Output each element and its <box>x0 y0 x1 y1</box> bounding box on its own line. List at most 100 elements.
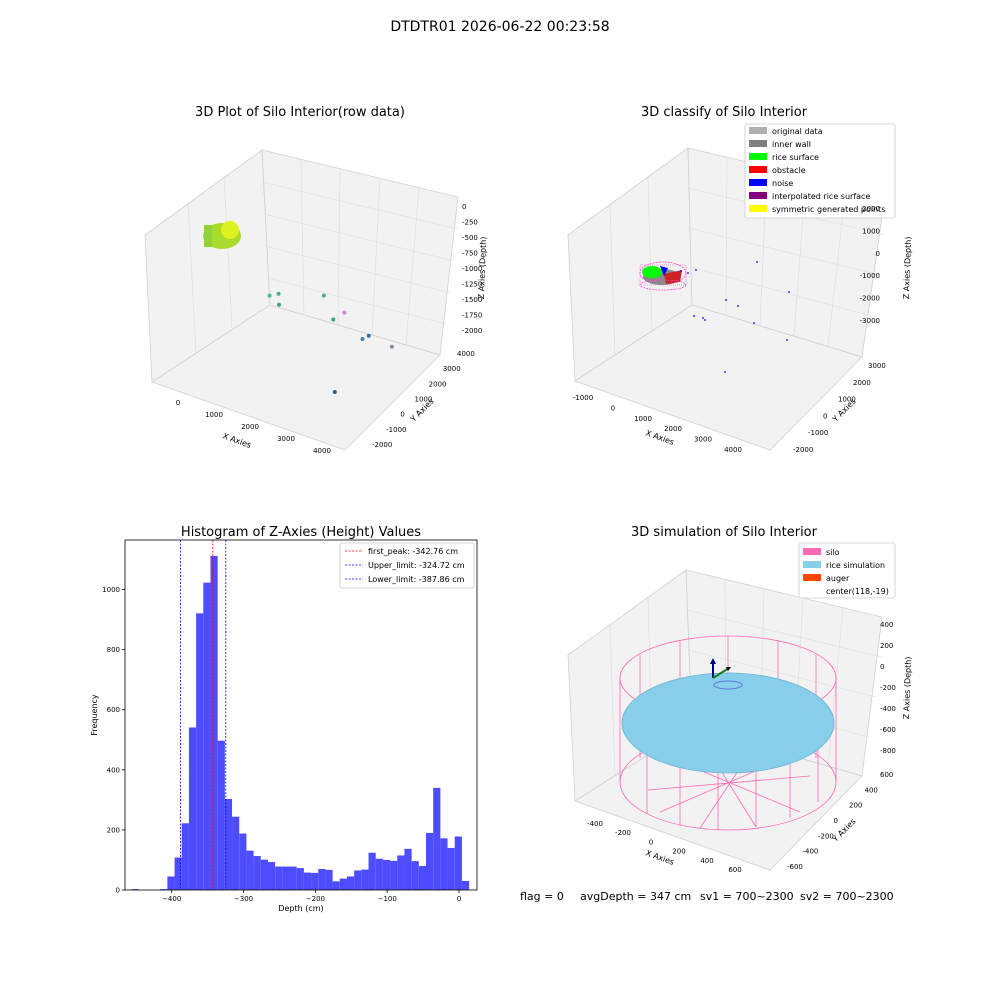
footer-status: flag = 0 avgDepth = 347 cm sv1 = 700~230… <box>520 890 894 903</box>
histogram-y-tick-label: 400 <box>107 766 120 774</box>
classify-legend-label: noise <box>772 179 793 188</box>
raw-z-tick-label: -1000 <box>462 265 482 273</box>
classify-noise-point <box>687 272 689 274</box>
legend-label-upper-limit: Upper_limit: -324.72 cm <box>368 561 465 570</box>
raw-grid-lines <box>187 159 459 355</box>
raw-floor-pane <box>151 304 441 451</box>
histogram-bar <box>418 865 426 890</box>
raw-y-tick-label: -2000 <box>372 441 392 449</box>
raw-x-tick-label: 3000 <box>277 435 295 443</box>
raw-y-ticks: -2000 -1000 0 1000 2000 3000 4000 <box>372 350 475 449</box>
histogram-x-ticks: −400 −300 −200 −100 0 <box>162 890 461 903</box>
histogram-bar <box>282 866 290 890</box>
histogram-bar <box>246 850 254 890</box>
simulation-y-tick-label: 200 <box>849 802 862 810</box>
simulation-y-tick-label: 0 <box>834 817 838 825</box>
classify-y-tick-label: 1000 <box>838 396 856 404</box>
legend-swatch-silo <box>803 548 821 555</box>
classify-noise-point <box>693 315 695 317</box>
histogram-legend-box <box>339 542 475 589</box>
classify-legend-label: interpolated rice surface <box>772 192 870 201</box>
histogram-x-tick-label: −400 <box>162 895 181 903</box>
classify-legend-swatch <box>749 192 767 199</box>
classify-legend-swatch <box>749 140 767 147</box>
classify-legend-label: symmetric generated points <box>772 205 885 214</box>
raw-y-tick-label: -1000 <box>386 426 406 434</box>
footer-flag: flag = 0 <box>520 890 564 903</box>
histogram-bar <box>232 816 240 890</box>
classify-x-tick-label: -1000 <box>573 394 593 402</box>
classify-legend-label: inner wall <box>772 140 811 149</box>
raw-data-point <box>389 344 394 349</box>
classify-y-tick-label: 3000 <box>868 362 886 370</box>
raw-plot-title: 3D Plot of Silo Interior(row data) <box>195 105 405 120</box>
histogram-bar <box>260 859 268 890</box>
raw-cluster-edge <box>204 225 212 247</box>
raw-z-tick-label: 0 <box>462 203 466 211</box>
classify-x-tick-label: 0 <box>611 404 615 412</box>
classify-x-tick-label: 3000 <box>694 436 712 444</box>
simulation-y-tick-label: -600 <box>787 863 803 871</box>
histogram-bar <box>275 866 283 890</box>
histogram-bar <box>217 740 225 890</box>
legend-label-first-peak: first_peak: -342.76 cm <box>368 547 458 556</box>
simulation-z-tick-label: -800 <box>880 747 896 755</box>
raw-x-tick-label: 4000 <box>313 447 331 455</box>
legend-swatch-rice-simulation <box>803 561 821 568</box>
classify-x-tick-label: 1000 <box>634 415 652 423</box>
classify-y-tick-label: 0 <box>823 412 827 420</box>
histogram-bar <box>339 878 347 890</box>
auger <box>710 658 743 690</box>
raw-data-point <box>342 310 347 315</box>
classify-y-tick-label: -1000 <box>808 429 828 437</box>
raw-z-ticks: 0 -250 -500 -750 -1000 -1250 -1500 -1750 -2000 <box>462 203 482 335</box>
raw-3d-box <box>144 149 459 451</box>
simulation-z-tick-label: -400 <box>880 705 896 713</box>
raw-x-ticks: 0 1000 2000 3000 4000 <box>176 399 331 455</box>
raw-data-point <box>321 293 326 298</box>
raw-y-tick-label: 4000 <box>457 350 475 358</box>
panel-simulation-3d: 3D simulation of Silo Interior <box>567 525 913 874</box>
auger-arm <box>712 667 730 679</box>
classify-legend-swatch <box>749 205 767 212</box>
classify-legend-label: rice surface <box>772 153 819 162</box>
histogram-bar <box>440 838 448 890</box>
histogram-y-label: Frequency <box>90 694 99 736</box>
histogram-bar <box>239 833 247 890</box>
classify-x-ticks: -1000 0 1000 2000 3000 4000 <box>573 394 742 454</box>
histogram-bar <box>354 870 362 890</box>
classify-noise-point <box>695 269 697 271</box>
histogram-x-label: Depth (cm) <box>278 904 323 913</box>
histogram-bar <box>160 889 168 890</box>
raw-x-tick-label: 1000 <box>205 411 223 419</box>
panel-raw-3d: 3D Plot of Silo Interior(row data) 0 1000… <box>144 105 488 455</box>
footer-sv2: sv2 = 700~2300 <box>800 890 894 903</box>
histogram-bar <box>368 852 376 890</box>
classify-x-tick-label: 2000 <box>664 425 682 433</box>
raw-rice-cluster <box>203 221 241 249</box>
raw-z-tick-label: -500 <box>462 234 478 242</box>
classify-legend-swatch <box>749 179 767 186</box>
histogram-bar <box>454 836 462 890</box>
classify-noise-point <box>704 319 706 321</box>
simulation-plot-title: 3D simulation of Silo Interior <box>631 525 818 540</box>
histogram-bar <box>296 868 304 890</box>
classify-noise-point <box>724 371 726 373</box>
legend-label-lower-limit: Lower_limit: -387.86 cm <box>368 575 465 584</box>
histogram-bar <box>461 880 470 890</box>
raw-data-point <box>276 291 281 296</box>
classify-silo-wall <box>639 264 687 286</box>
histogram-bar <box>267 862 276 890</box>
histogram-y-tick-label: 600 <box>107 706 120 714</box>
legend-label-silo: silo <box>826 548 840 557</box>
simulation-y-tick-label: 400 <box>865 786 878 794</box>
classify-silo-cluster <box>639 261 687 291</box>
histogram-bar <box>375 858 383 890</box>
simulation-y-tick-label: -200 <box>818 832 834 840</box>
histogram-bar <box>318 868 326 890</box>
classify-y-tick-label: -2000 <box>793 446 813 454</box>
histogram-bar <box>311 872 319 890</box>
auger-base <box>713 680 743 690</box>
classify-x-tick-label: 4000 <box>724 446 742 454</box>
